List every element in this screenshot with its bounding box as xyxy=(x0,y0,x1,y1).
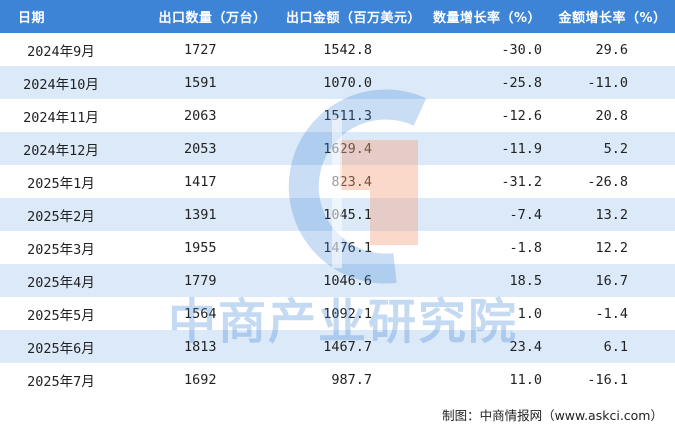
cell-date: 2025年1月 xyxy=(0,165,142,198)
cell-amount: 1476.1 xyxy=(283,231,424,264)
cell-amount-growth: 13.2 xyxy=(550,198,675,231)
cell-amount: 1045.1 xyxy=(283,198,424,231)
export-data-table: 日期 出口数量（万台） 出口金额（百万美元） 数量增长率（%） 金额增长率（%）… xyxy=(0,0,675,396)
header-export-amount: 出口金额（百万美元） xyxy=(283,0,424,33)
cell-quantity: 1564 xyxy=(142,297,283,330)
cell-amount: 987.7 xyxy=(283,363,424,396)
cell-date: 2025年4月 xyxy=(0,264,142,297)
cell-amount: 1070.0 xyxy=(283,66,424,99)
table-row: 2025年6月 1813 1467.7 23.4 6.1 xyxy=(0,330,675,363)
cell-quantity-growth: 18.5 xyxy=(424,264,550,297)
table-row: 2025年3月 1955 1476.1 -1.8 12.2 xyxy=(0,231,675,264)
cell-quantity-growth: 23.4 xyxy=(424,330,550,363)
table-row: 2025年5月 1564 1092.1 1.0 -1.4 xyxy=(0,297,675,330)
header-row: 日期 出口数量（万台） 出口金额（百万美元） 数量增长率（%） 金额增长率（%） xyxy=(0,0,675,33)
cell-quantity-growth: -25.8 xyxy=(424,66,550,99)
cell-quantity-growth: 1.0 xyxy=(424,297,550,330)
table-row: 2025年1月 1417 823.4 -31.2 -26.8 xyxy=(0,165,675,198)
cell-amount: 1467.7 xyxy=(283,330,424,363)
cell-quantity: 1955 xyxy=(142,231,283,264)
cell-date: 2024年9月 xyxy=(0,33,142,66)
cell-quantity: 1779 xyxy=(142,264,283,297)
cell-date: 2025年7月 xyxy=(0,363,142,396)
table-row: 2025年2月 1391 1045.1 -7.4 13.2 xyxy=(0,198,675,231)
cell-amount-growth: 12.2 xyxy=(550,231,675,264)
cell-quantity-growth: -7.4 xyxy=(424,198,550,231)
cell-date: 2025年6月 xyxy=(0,330,142,363)
cell-date: 2024年12月 xyxy=(0,132,142,165)
cell-date: 2025年5月 xyxy=(0,297,142,330)
cell-date: 2025年3月 xyxy=(0,231,142,264)
cell-amount-growth: 16.7 xyxy=(550,264,675,297)
cell-amount-growth: 5.2 xyxy=(550,132,675,165)
cell-quantity-growth: -1.8 xyxy=(424,231,550,264)
cell-quantity: 1417 xyxy=(142,165,283,198)
table-row: 2024年9月 1727 1542.8 -30.0 29.6 xyxy=(0,33,675,66)
cell-quantity: 1813 xyxy=(142,330,283,363)
cell-quantity: 1391 xyxy=(142,198,283,231)
table-row: 2024年11月 2063 1511.3 -12.6 20.8 xyxy=(0,99,675,132)
header-amount-growth: 金额增长率（%） xyxy=(550,0,675,33)
cell-date: 2024年10月 xyxy=(0,66,142,99)
cell-amount: 823.4 xyxy=(283,165,424,198)
cell-amount: 1046.6 xyxy=(283,264,424,297)
cell-amount-growth: -1.4 xyxy=(550,297,675,330)
cell-quantity-growth: -30.0 xyxy=(424,33,550,66)
table-row: 2025年7月 1692 987.7 11.0 -16.1 xyxy=(0,363,675,396)
cell-amount: 1629.4 xyxy=(283,132,424,165)
cell-quantity: 2063 xyxy=(142,99,283,132)
cell-amount: 1542.8 xyxy=(283,33,424,66)
table-row: 2025年4月 1779 1046.6 18.5 16.7 xyxy=(0,264,675,297)
cell-quantity-growth: -31.2 xyxy=(424,165,550,198)
cell-amount-growth: 20.8 xyxy=(550,99,675,132)
table-row: 2024年10月 1591 1070.0 -25.8 -11.0 xyxy=(0,66,675,99)
cell-amount: 1511.3 xyxy=(283,99,424,132)
cell-quantity-growth: -11.9 xyxy=(424,132,550,165)
source-credit: 制图：中商情报网（www.askci.com） xyxy=(442,408,663,423)
cell-quantity: 1727 xyxy=(142,33,283,66)
cell-amount-growth: 6.1 xyxy=(550,330,675,363)
cell-amount-growth: 29.6 xyxy=(550,33,675,66)
cell-quantity-growth: 11.0 xyxy=(424,363,550,396)
cell-quantity-growth: -12.6 xyxy=(424,99,550,132)
header-date: 日期 xyxy=(0,0,142,33)
cell-amount-growth: -16.1 xyxy=(550,363,675,396)
cell-amount-growth: -11.0 xyxy=(550,66,675,99)
header-quantity-growth: 数量增长率（%） xyxy=(424,0,550,33)
cell-amount-growth: -26.8 xyxy=(550,165,675,198)
cell-quantity: 2053 xyxy=(142,132,283,165)
cell-date: 2024年11月 xyxy=(0,99,142,132)
header-export-quantity: 出口数量（万台） xyxy=(142,0,283,33)
cell-date: 2025年2月 xyxy=(0,198,142,231)
cell-quantity: 1692 xyxy=(142,363,283,396)
cell-quantity: 1591 xyxy=(142,66,283,99)
table-row: 2024年12月 2053 1629.4 -11.9 5.2 xyxy=(0,132,675,165)
cell-amount: 1092.1 xyxy=(283,297,424,330)
